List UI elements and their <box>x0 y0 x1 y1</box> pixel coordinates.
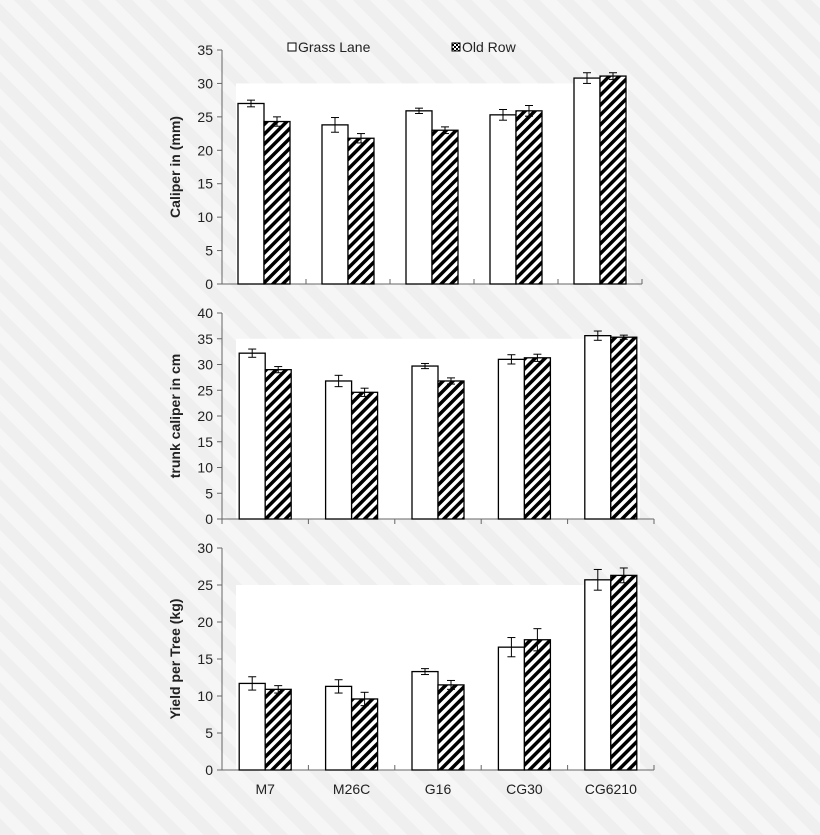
y-tick-label: 5 <box>205 725 213 741</box>
legend: Grass Lane Old Row <box>287 39 517 55</box>
y-tick-label: 15 <box>197 434 213 450</box>
y-tick-label: 15 <box>197 176 213 192</box>
y-tick-label: 0 <box>205 762 213 778</box>
bar-grass-lane <box>405 110 433 285</box>
y-tick-label: 20 <box>197 614 213 630</box>
legend-label: Old Row <box>462 39 517 55</box>
y-tick-label: 25 <box>197 577 213 593</box>
bar-grass-lane <box>321 124 349 285</box>
legend-label: Grass Lane <box>298 39 371 55</box>
bar-old-row <box>437 684 465 771</box>
bar-grass-lane <box>411 670 439 771</box>
bar-grass-lane <box>584 335 612 520</box>
bar-old-row <box>264 368 292 520</box>
chart-panel-3: 0 5 10 15 20 25 30 Yield per Tree (kg) M7 M26C G16… <box>167 540 655 797</box>
y-tick-label: 40 <box>197 305 213 321</box>
y-tick-label: 15 <box>197 651 213 667</box>
bar-old-row <box>599 75 627 285</box>
y-tick-label: 25 <box>197 109 213 125</box>
bar-old-row <box>515 110 543 285</box>
chart-panel-1: 0 5 10 15 20 25 30 35 Caliper in (mm) Grass Lane O… <box>167 39 643 292</box>
y-tick-label: 35 <box>197 42 213 58</box>
y-tick-label: 0 <box>205 511 213 527</box>
bar-old-row <box>264 688 292 771</box>
x-tick-label: G16 <box>425 781 452 797</box>
bar-old-row <box>350 698 379 771</box>
y-tick-label: 5 <box>205 243 213 259</box>
bar-old-row <box>263 120 291 285</box>
bar-grass-lane <box>324 380 353 520</box>
bar-old-row <box>523 357 552 520</box>
bar-grass-lane <box>324 685 353 771</box>
bar-grass-lane <box>489 114 517 285</box>
x-tick-label: M26C <box>333 781 370 797</box>
x-tick-label: CG6210 <box>585 781 637 797</box>
bar-old-row <box>431 129 459 285</box>
y-tick-label: 20 <box>197 142 213 158</box>
x-tick-label: M7 <box>255 781 275 797</box>
legend-swatch-grass-lane <box>287 42 297 52</box>
y-tick-label: 30 <box>197 75 213 91</box>
y-tick-label: 10 <box>197 209 213 225</box>
bar-grass-lane <box>573 77 601 285</box>
bar-old-row <box>347 137 375 285</box>
bar-grass-lane <box>238 352 266 520</box>
y-tick-label: 20 <box>197 408 213 424</box>
chart-panel-2: 0 5 10 15 20 25 30 35 40 trunk caliper in cm <box>167 305 655 527</box>
legend-swatch-old-row <box>451 42 461 52</box>
bar-old-row <box>610 336 638 520</box>
bar-grass-lane <box>238 682 266 771</box>
bar-grass-lane <box>497 646 526 771</box>
bar-grass-lane <box>411 365 439 520</box>
y-tick-label: 30 <box>197 540 213 556</box>
y-axis-title: trunk caliper in cm <box>167 354 183 478</box>
bar-grass-lane <box>497 358 526 520</box>
y-tick-label: 0 <box>205 276 213 292</box>
y-axis-title: Yield per Tree (kg) <box>167 599 183 720</box>
y-tick-label: 10 <box>197 688 213 704</box>
bar-grass-lane <box>237 102 265 285</box>
bar-old-row <box>610 574 638 771</box>
y-tick-label: 35 <box>197 331 213 347</box>
y-tick-label: 30 <box>197 357 213 373</box>
bar-old-row <box>437 380 465 520</box>
y-tick-label: 5 <box>205 485 213 501</box>
x-tick-label: CG30 <box>506 781 543 797</box>
y-axis-title: Caliper in (mm) <box>167 116 183 218</box>
bar-old-row <box>523 639 552 771</box>
y-tick-label: 25 <box>197 382 213 398</box>
bar-grass-lane <box>584 579 612 771</box>
bar-old-row <box>350 391 379 520</box>
y-tick-label: 10 <box>197 460 213 476</box>
